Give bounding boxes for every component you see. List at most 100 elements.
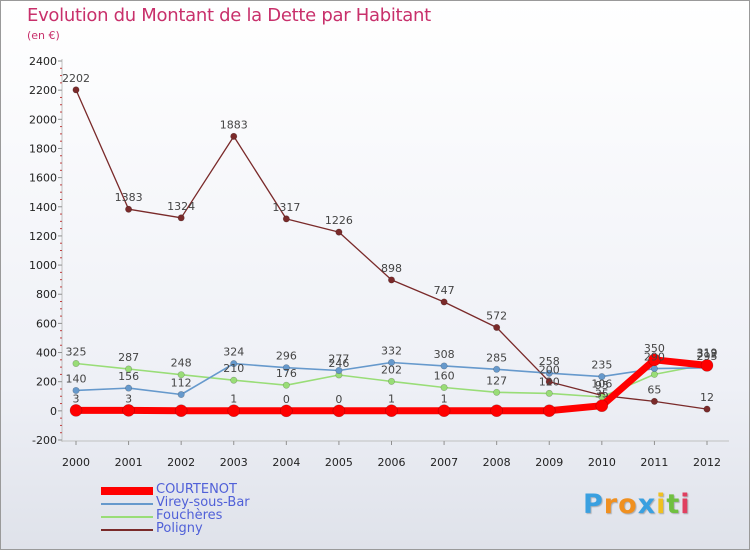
y-tick-label: 0: [50, 405, 57, 418]
data-label: 127: [486, 374, 507, 387]
proxiti-logo: Proxiti: [583, 489, 691, 520]
data-label: 325: [66, 345, 87, 358]
chart-subtitle: (en €): [27, 29, 60, 42]
data-label: 295: [697, 350, 718, 363]
data-point-courtenot: [437, 404, 451, 418]
data-label: 1: [388, 393, 395, 406]
data-label: 572: [486, 309, 507, 322]
data-label: 1226: [325, 214, 353, 227]
y-tick-label: -200: [32, 434, 57, 447]
x-tick-label: 2006: [378, 456, 406, 469]
data-point-courtenot: [174, 404, 188, 418]
y-tick-label: 800: [36, 288, 57, 301]
logo-letter: t: [666, 489, 681, 520]
chart-series: [69, 86, 714, 418]
y-tick-label: 1600: [29, 172, 57, 185]
data-point-poligny: [545, 378, 553, 386]
data-point-virey-sous-bar: [282, 364, 290, 372]
y-tick-label: 200: [36, 376, 57, 389]
y-tick-label: 2400: [29, 55, 57, 68]
data-point-poligny: [335, 228, 343, 236]
chart-title: Evolution du Montant de la Dette par Hab…: [27, 5, 431, 26]
data-label: 1383: [115, 191, 143, 204]
data-label: 3: [73, 392, 80, 405]
data-label: 156: [118, 370, 139, 383]
logo-letter: P: [583, 489, 604, 520]
chart-axes: -200020040060080010001200140016001800200…: [29, 55, 729, 469]
data-point-poligny: [493, 323, 501, 331]
legend-label: Virey-sous-Bar: [156, 495, 250, 510]
data-point-courtenot: [648, 353, 661, 367]
x-tick-label: 2000: [62, 456, 90, 469]
data-point-poligny: [703, 405, 711, 413]
x-tick-label: 2004: [272, 456, 300, 469]
data-label: 350: [644, 342, 665, 355]
chart-legend: COURTENOT Virey-sous-Bar Fouchères Polig…: [101, 482, 341, 537]
data-label: 112: [171, 377, 192, 390]
x-tick-label: 2007: [430, 456, 458, 469]
data-point-foucheres: [72, 359, 80, 367]
data-label: 898: [381, 262, 402, 275]
data-label: 95: [595, 379, 609, 392]
data-point-poligny: [230, 132, 238, 140]
x-tick-label: 2003: [220, 456, 248, 469]
data-point-foucheres: [650, 370, 658, 378]
y-tick-label: 2200: [29, 84, 57, 97]
data-label: 0: [283, 393, 290, 406]
data-label: 296: [276, 350, 297, 363]
data-point-courtenot: [490, 404, 503, 418]
x-tick-label: 2008: [483, 456, 511, 469]
y-tick-label: 1200: [29, 230, 57, 243]
x-tick-label: 2011: [640, 456, 668, 469]
data-point-courtenot: [122, 404, 135, 417]
legend-swatch: [101, 516, 153, 518]
data-point-virey-sous-bar: [387, 358, 395, 366]
data-label: 246: [328, 357, 349, 370]
data-label: 324: [223, 346, 244, 359]
data-point-foucheres: [387, 377, 395, 385]
data-point-poligny: [72, 86, 80, 94]
data-point-foucheres: [545, 389, 553, 397]
logo-letter: r: [603, 489, 619, 520]
data-label: 3: [125, 392, 132, 405]
data-point-virey-sous-bar: [335, 366, 343, 374]
data-label: 35: [595, 388, 609, 401]
data-label: 12: [700, 391, 714, 404]
x-tick-label: 2010: [588, 456, 616, 469]
data-point-poligny: [387, 276, 395, 284]
data-point-virey-sous-bar: [230, 360, 238, 368]
data-point-foucheres: [282, 381, 290, 389]
data-label: 312: [697, 347, 718, 360]
legend-label: Poligny: [156, 521, 203, 536]
legend-item-courtenot: COURTENOT: [101, 482, 341, 498]
x-tick-label: 2001: [115, 456, 143, 469]
data-label: 235: [591, 359, 612, 372]
data-label: 176: [276, 367, 297, 380]
data-point-virey-sous-bar: [177, 391, 185, 399]
y-tick-label: 2000: [29, 113, 57, 126]
data-label: 2202: [62, 72, 90, 85]
legend-item-foucheres: Fouchères: [101, 508, 341, 524]
data-label: 120: [539, 375, 560, 388]
data-label: 290: [644, 351, 665, 364]
data-label: 0: [335, 393, 342, 406]
data-point-virey-sous-bar: [493, 365, 501, 373]
x-tick-label: 2005: [325, 456, 353, 469]
data-label: 160: [434, 370, 455, 383]
data-point-poligny: [177, 214, 185, 222]
data-label: 308: [434, 348, 455, 361]
data-label: 319: [697, 346, 718, 359]
data-label: 1324: [167, 200, 195, 213]
data-label: 140: [66, 372, 87, 385]
data-point-courtenot: [700, 359, 714, 372]
data-label: 65: [647, 383, 661, 396]
data-label: 200: [539, 364, 560, 377]
data-label: 106: [591, 377, 612, 390]
data-label: 332: [381, 344, 402, 357]
logo-letter: o: [618, 489, 638, 520]
data-point-foucheres: [125, 365, 133, 373]
legend-swatch: [101, 487, 153, 495]
legend-label: Fouchères: [156, 508, 223, 523]
